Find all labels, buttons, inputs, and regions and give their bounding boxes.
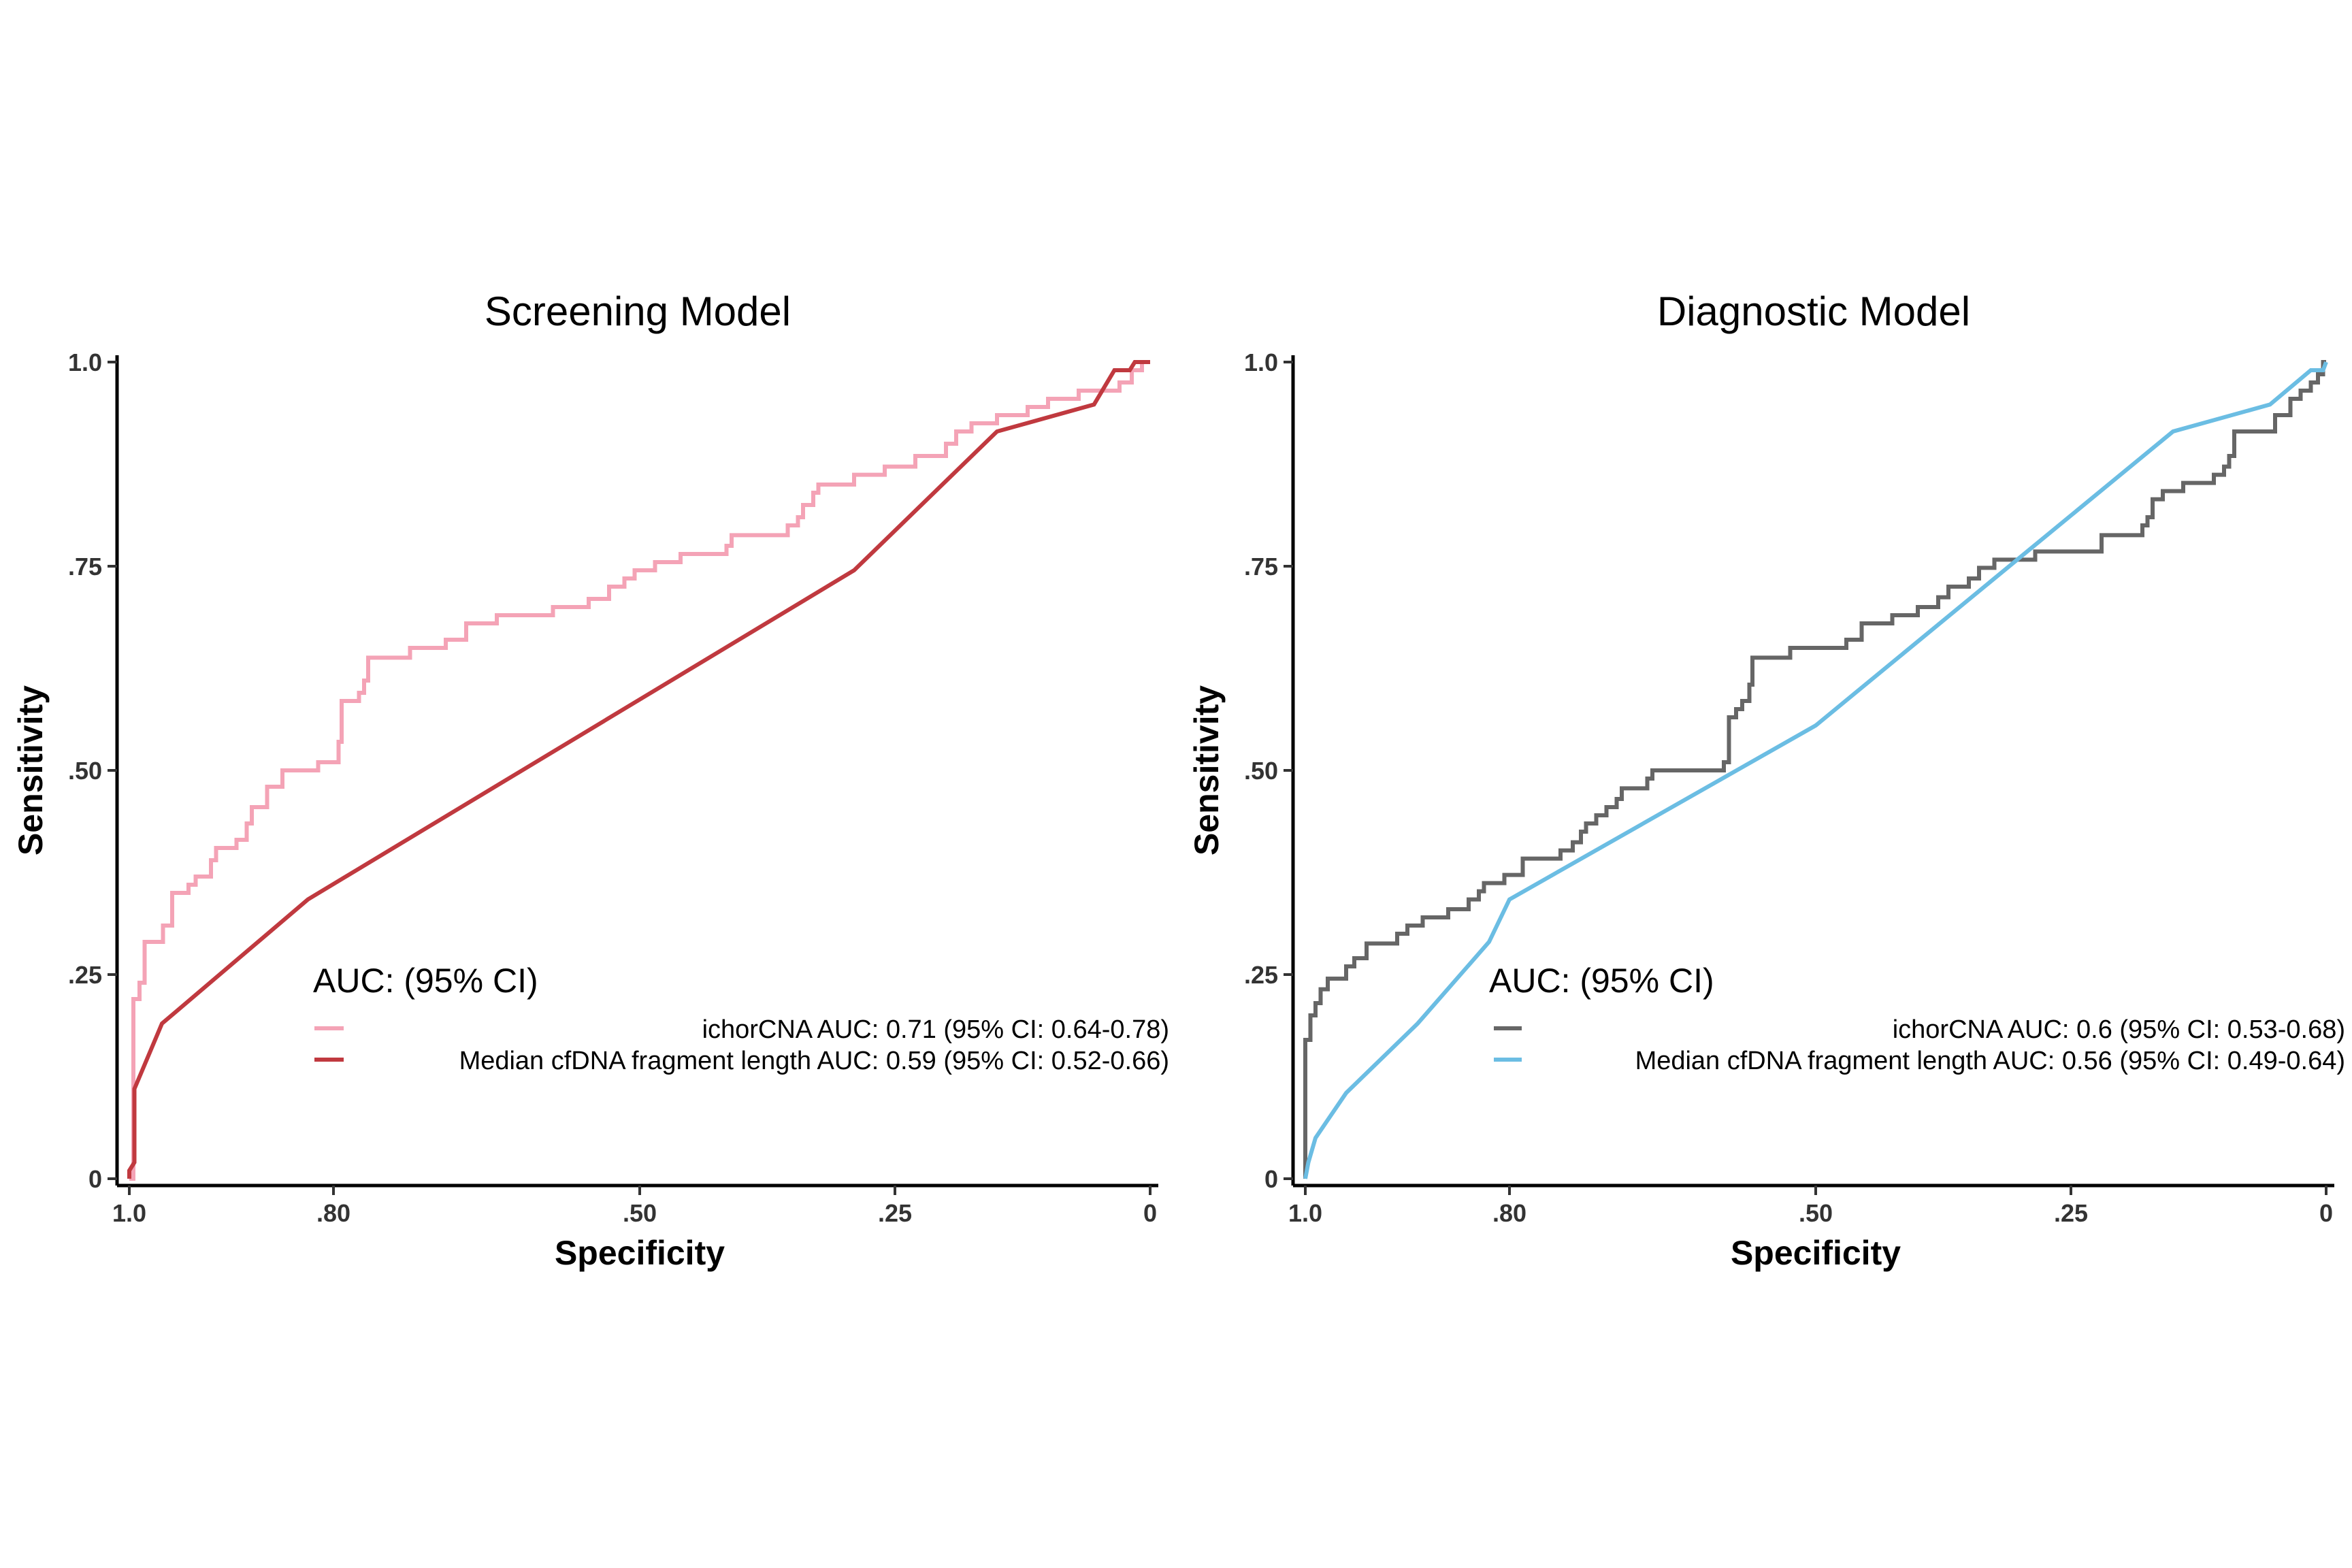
- y-tick-label: .25: [1244, 961, 1278, 989]
- x-axis-title: Specificity: [555, 1234, 725, 1272]
- roc-curve-2: [1303, 361, 2328, 1179]
- roc-curve-1: [1303, 360, 2326, 1179]
- y-tick-label: 0: [1264, 1165, 1278, 1193]
- legend-title: AUC: (95% CI): [1489, 962, 1714, 1000]
- y-tick-label: .50: [1244, 757, 1278, 785]
- x-tick-label: 1.0: [1288, 1199, 1322, 1227]
- legend: AUC: (95% CI) ichorCNA AUC: 0.71 (95% CI:…: [313, 962, 1169, 1075]
- legend-label: ichorCNA AUC: 0.71 (95% CI: 0.64-0.78): [702, 1015, 1169, 1044]
- roc-panel-1: Screening Model 1.0 .80 .50 .25 0 0 .25 .50 .75 1.…: [12, 289, 1169, 1272]
- chart-title: Diagnostic Model: [1657, 289, 1970, 334]
- y-axis-title: Sensitivity: [12, 685, 50, 855]
- y-tick-label: .75: [1244, 553, 1278, 581]
- y-tick-label: 1.0: [68, 348, 102, 376]
- x-tick-label: 0: [2319, 1199, 2333, 1227]
- y-tick-label: 0: [88, 1165, 102, 1193]
- x-tick-label: .50: [623, 1199, 657, 1227]
- legend: AUC: (95% CI) ichorCNA AUC: 0.6 (95% CI: …: [1489, 962, 2345, 1075]
- x-tick-label: 1.0: [112, 1199, 146, 1227]
- x-tick-label: .80: [1492, 1199, 1526, 1227]
- x-tick-label: .25: [878, 1199, 912, 1227]
- legend-label: Median cfDNA fragment length AUC: 0.59 (…: [459, 1047, 1169, 1075]
- legend-title: AUC: (95% CI): [313, 962, 538, 1000]
- legend-label: Median cfDNA fragment length AUC: 0.56 (…: [1635, 1047, 2345, 1075]
- x-tick-label: .25: [2054, 1199, 2088, 1227]
- legend-label: ichorCNA AUC: 0.6 (95% CI: 0.53-0.68): [1893, 1015, 2345, 1044]
- x-tick-label: .50: [1799, 1199, 1833, 1227]
- y-tick-label: .50: [68, 757, 102, 785]
- chart-title: Screening Model: [485, 289, 791, 334]
- x-tick-label: .80: [316, 1199, 350, 1227]
- roc-curve-1: [129, 360, 1150, 1181]
- x-axis-title: Specificity: [1731, 1234, 1901, 1272]
- y-tick-label: .75: [68, 553, 102, 581]
- x-tick-label: 0: [1143, 1199, 1157, 1227]
- y-axis-title: Sensitivity: [1188, 685, 1226, 855]
- y-tick-label: 1.0: [1244, 348, 1278, 376]
- roc-curve-2: [127, 360, 1150, 1179]
- roc-panel-2: Diagnostic Model 1.0 .80 .50 .25 0 0 .25 .50 .75 1…: [1188, 289, 2345, 1272]
- y-tick-label: .25: [68, 961, 102, 989]
